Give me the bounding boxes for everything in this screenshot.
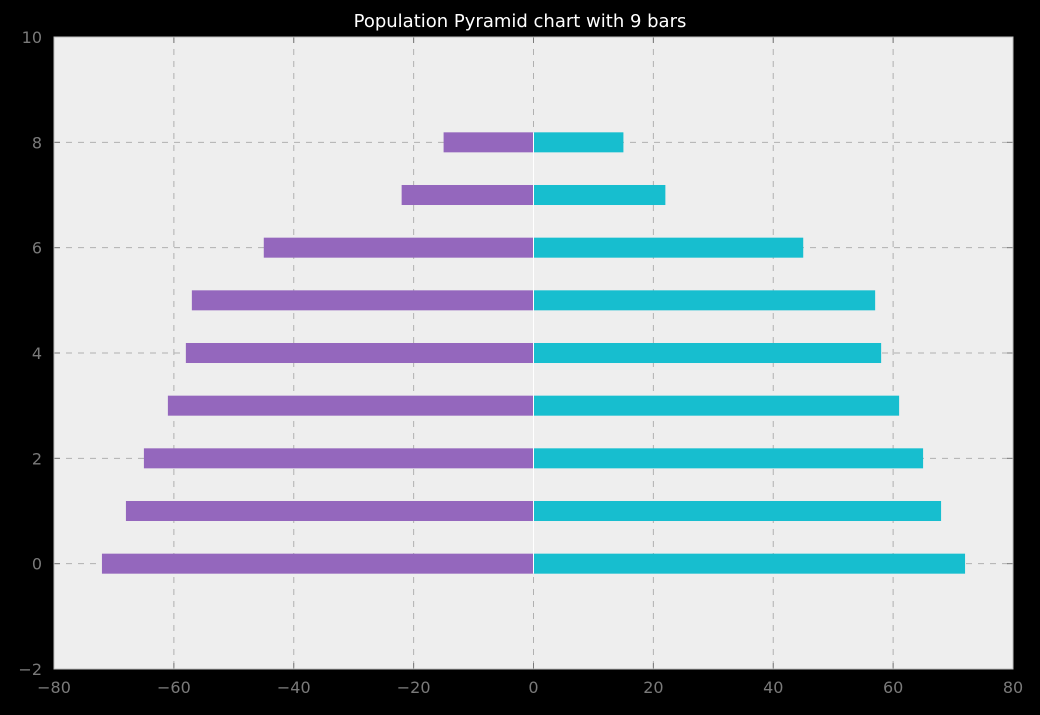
bars bbox=[101, 132, 966, 574]
y-tick-label: 8 bbox=[32, 133, 42, 152]
left-bar-6 bbox=[263, 237, 534, 258]
left-bar-1 bbox=[125, 500, 534, 522]
right-bar-1 bbox=[533, 500, 942, 522]
right-bar-4 bbox=[533, 342, 882, 364]
left-bar-2 bbox=[143, 448, 534, 469]
left-bar-7 bbox=[401, 184, 534, 206]
right-bar-8 bbox=[533, 132, 624, 153]
y-tick-label: −2 bbox=[18, 660, 42, 679]
right-bar-7 bbox=[533, 184, 666, 206]
left-bar-3 bbox=[167, 395, 534, 416]
right-bar-6 bbox=[533, 237, 804, 258]
y-tick-label: 4 bbox=[32, 344, 42, 363]
x-tick-label: 80 bbox=[1003, 678, 1023, 697]
x-tick-label: −20 bbox=[397, 678, 431, 697]
x-tick-label: −40 bbox=[277, 678, 311, 697]
plot-frame bbox=[53, 36, 1014, 670]
right-bar-3 bbox=[533, 395, 900, 416]
left-bar-5 bbox=[191, 290, 534, 311]
x-tick-label: 20 bbox=[643, 678, 663, 697]
right-bar-0 bbox=[533, 553, 966, 574]
x-tick-label: −80 bbox=[37, 678, 71, 697]
y-tick-label: 10 bbox=[22, 28, 42, 47]
chart-title: Population Pyramid chart with 9 bars bbox=[353, 11, 687, 32]
x-tick-label: 0 bbox=[528, 678, 538, 697]
right-bar-2 bbox=[533, 448, 924, 469]
left-bar-4 bbox=[185, 342, 534, 364]
right-bar-5 bbox=[533, 290, 876, 311]
y-tick-label: 6 bbox=[32, 239, 42, 258]
y-tick-label: 2 bbox=[32, 449, 42, 468]
x-tick-label: 60 bbox=[883, 678, 903, 697]
x-tick-label: −60 bbox=[157, 678, 191, 697]
left-bar-8 bbox=[443, 132, 534, 153]
left-bar-0 bbox=[101, 553, 534, 574]
y-tick-label: 0 bbox=[32, 555, 42, 574]
x-tick-label: 40 bbox=[763, 678, 783, 697]
